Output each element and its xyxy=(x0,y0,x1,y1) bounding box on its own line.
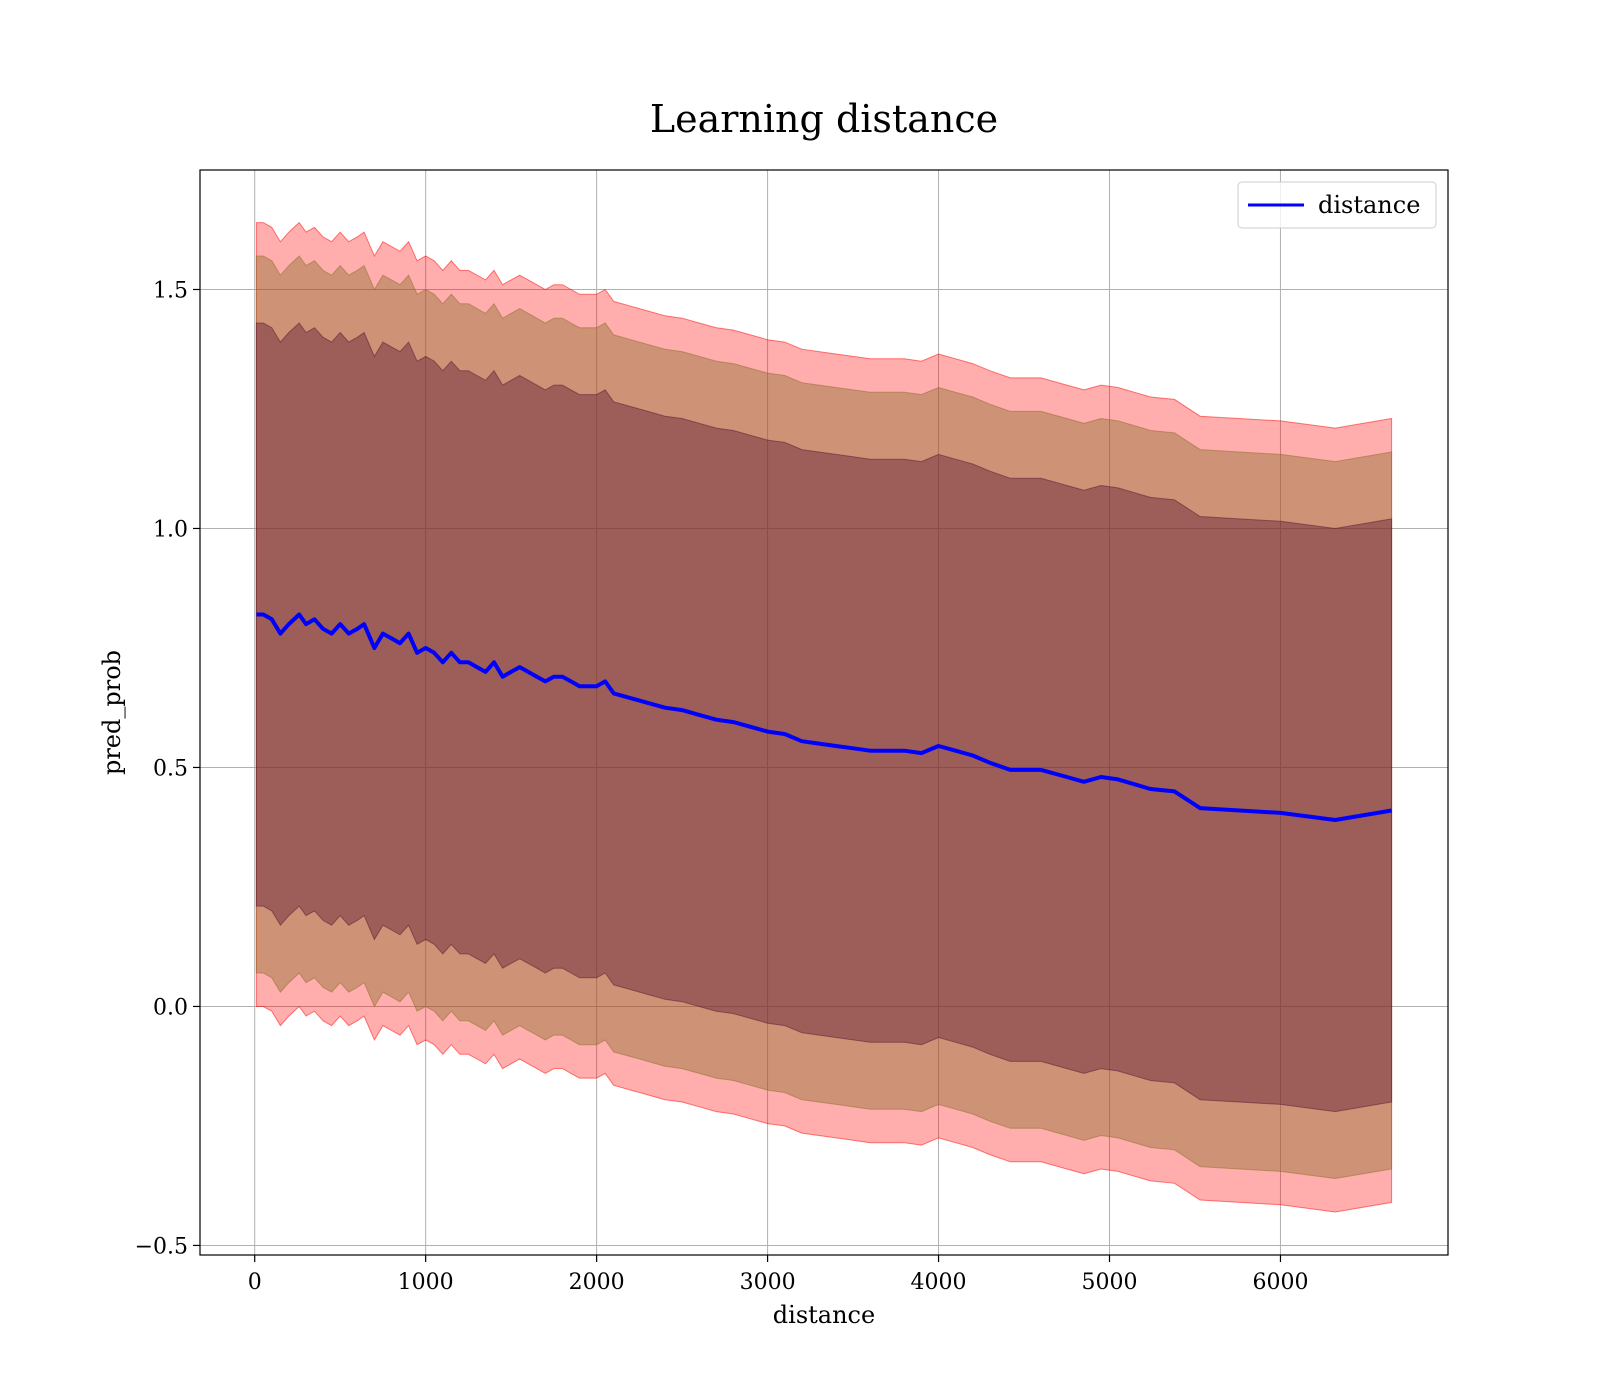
plot-area-frame xyxy=(199,169,1449,1256)
confidence-band-0 xyxy=(255,221,1393,1213)
series-line-distance xyxy=(256,612,1392,822)
confidence-band-2 xyxy=(255,322,1393,1113)
y-tick-label: 0.5 xyxy=(153,756,188,781)
x-tick-label: 3000 xyxy=(740,1270,796,1295)
x-axis-label: distance xyxy=(773,1301,875,1329)
chart-title: Learning distance xyxy=(650,97,998,141)
confidence-bands xyxy=(255,221,1393,1213)
x-tick-label: 1000 xyxy=(398,1270,454,1295)
legend: distance xyxy=(1237,181,1437,229)
y-axis-ticks: −0.5 0.0 0.5 1.0 1.5 xyxy=(135,278,200,1259)
x-tick-label: 5000 xyxy=(1082,1270,1138,1295)
x-tick-label: 4000 xyxy=(911,1270,967,1295)
legend-label-distance: distance xyxy=(1318,191,1420,219)
x-tick-label: 6000 xyxy=(1252,1270,1308,1295)
y-tick-label: 1.5 xyxy=(153,278,188,303)
x-tick-label: 2000 xyxy=(569,1270,625,1295)
legend-box xyxy=(1237,181,1437,229)
y-axis-label: pred_prob xyxy=(98,650,126,775)
y-tick-label: −0.5 xyxy=(135,1234,188,1259)
y-tick-label: 0.0 xyxy=(153,995,188,1020)
grid-lines xyxy=(200,170,1448,1255)
x-tick-label: 0 xyxy=(248,1270,262,1295)
y-tick-label: 1.0 xyxy=(153,517,188,542)
series-lines xyxy=(256,612,1392,822)
x-axis-ticks: 0 1000 2000 3000 4000 5000 6000 xyxy=(248,1255,1308,1295)
